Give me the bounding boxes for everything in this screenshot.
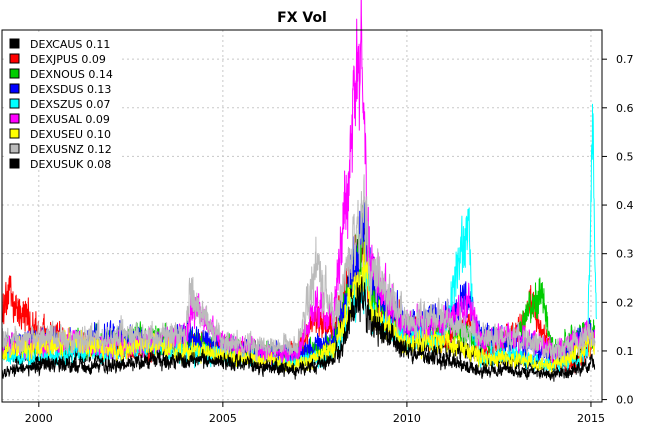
legend-swatch-6 bbox=[9, 128, 20, 139]
chart-title: FX Vol bbox=[277, 10, 327, 26]
x-axis: 2000 2005 2010 2015 bbox=[25, 402, 605, 425]
y-axis: 0.0 0.1 0.2 0.3 0.4 0.5 0.6 0.7 bbox=[602, 53, 634, 407]
legend-label-5: DEXUSAL 0.09 bbox=[30, 113, 110, 126]
legend-label-0: DEXCAUS 0.11 bbox=[30, 38, 110, 51]
legend-swatch-2 bbox=[9, 68, 20, 79]
x-tick-label-3: 2015 bbox=[577, 412, 605, 425]
legend-label-1: DEXJPUS 0.09 bbox=[30, 53, 106, 66]
legend-label-3: DEXSDUS 0.13 bbox=[30, 83, 111, 96]
plot-frame bbox=[1, 29, 603, 403]
y-tick-label-7: 0.7 bbox=[616, 53, 634, 66]
legend-swatch-0 bbox=[9, 38, 20, 49]
series-line-8 bbox=[1, 276, 596, 382]
series-group bbox=[1, 0, 597, 382]
legend-label-8: DEXUSUK 0.08 bbox=[30, 158, 111, 171]
y-tick-label-1: 0.1 bbox=[616, 345, 634, 358]
legend-swatch-5 bbox=[9, 113, 20, 124]
legend-background bbox=[4, 32, 122, 168]
y-tick-label-4: 0.4 bbox=[616, 199, 634, 212]
y-tick-label-6: 0.6 bbox=[616, 102, 634, 115]
legend-label-2: DEXNOUS 0.14 bbox=[30, 68, 113, 81]
y-tick-label-0: 0.0 bbox=[616, 394, 634, 407]
legend-swatch-3 bbox=[9, 83, 20, 94]
series-line-4 bbox=[1, 103, 597, 374]
x-tick-label-2: 2010 bbox=[393, 412, 421, 425]
legend-label-7: DEXUSNZ 0.12 bbox=[30, 143, 112, 156]
legend: DEXCAUS 0.11 DEXJPUS 0.09 DEXNOUS 0.14 DEXS… bbox=[4, 32, 122, 171]
legend-label-6: DEXUSEU 0.10 bbox=[30, 128, 111, 141]
legend-swatch-4 bbox=[9, 98, 20, 109]
y-tick-label-5: 0.5 bbox=[616, 150, 634, 163]
y-tick-label-2: 0.2 bbox=[616, 296, 634, 309]
legend-swatch-7 bbox=[9, 143, 20, 154]
legend-swatch-8 bbox=[9, 158, 20, 169]
x-tick-label-0: 2000 bbox=[25, 412, 53, 425]
series-line-7 bbox=[1, 174, 596, 363]
x-tick-label-1: 2005 bbox=[209, 412, 237, 425]
legend-swatch-1 bbox=[9, 53, 20, 64]
legend-label-4: DEXSZUS 0.07 bbox=[30, 98, 111, 111]
y-tick-label-3: 0.3 bbox=[616, 248, 634, 261]
